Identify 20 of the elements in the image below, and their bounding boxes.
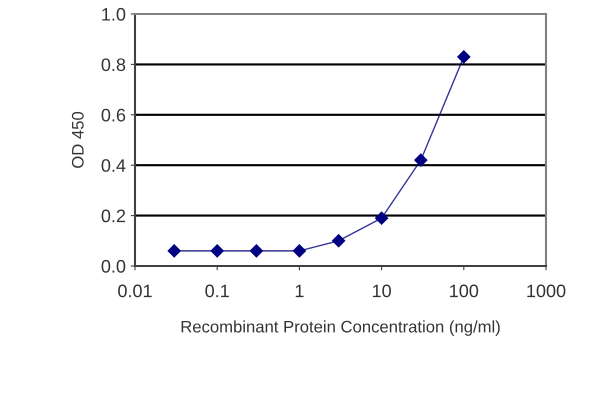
x-tick-label: 0.1 [205,284,229,298]
y-tick-label: 1.0 [102,8,126,21]
x-tick-label: 10 [372,284,391,298]
point [375,212,388,225]
point [250,244,264,258]
x-axis-title: Recombinant Protein Concentration (ng/ml) [182,320,500,336]
x-tick-label: 1 [296,284,304,298]
y-tick-label: 0.4 [102,159,126,172]
point [168,244,181,258]
x-tick-label: 0.01 [118,284,152,298]
point [457,50,470,64]
y-tick-label: 0.2 [102,210,126,222]
y-tick-label: 0.8 [102,58,126,72]
y-tick-label: 0.6 [102,108,126,122]
y-axis-title: OD 450 [72,112,84,168]
point [332,234,346,248]
point [292,244,306,258]
x-tick-label: 1000 [527,284,566,298]
x-tick-label: 100 [450,284,478,298]
y-tick-label: 0.0 [102,260,126,273]
